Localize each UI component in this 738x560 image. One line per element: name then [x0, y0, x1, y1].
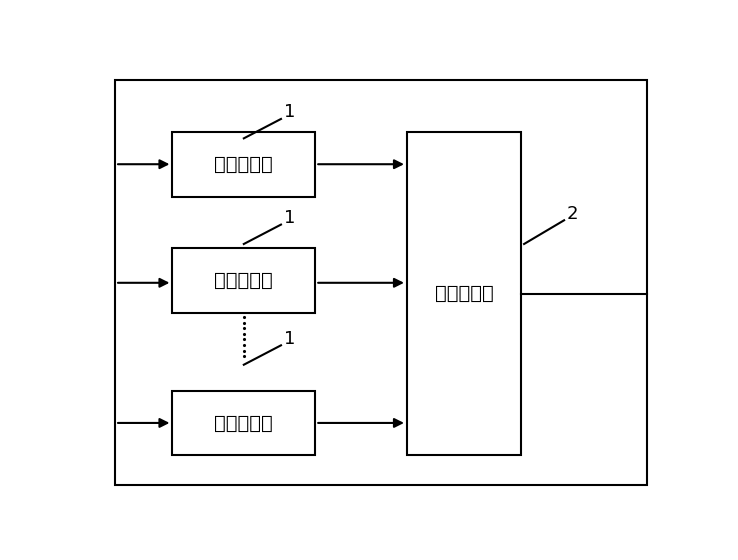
Text: 1: 1 — [284, 104, 295, 122]
Text: 2: 2 — [567, 205, 579, 223]
Text: 分频器单元: 分频器单元 — [215, 413, 273, 432]
Bar — [407, 132, 521, 455]
Bar — [173, 391, 315, 455]
Text: 投票器单元: 投票器单元 — [435, 284, 494, 303]
Text: 分频器单元: 分频器单元 — [215, 271, 273, 290]
Bar — [173, 248, 315, 313]
Text: 分频器单元: 分频器单元 — [215, 155, 273, 174]
Text: 1: 1 — [284, 209, 295, 227]
Text: 1: 1 — [284, 330, 295, 348]
Bar — [173, 132, 315, 197]
